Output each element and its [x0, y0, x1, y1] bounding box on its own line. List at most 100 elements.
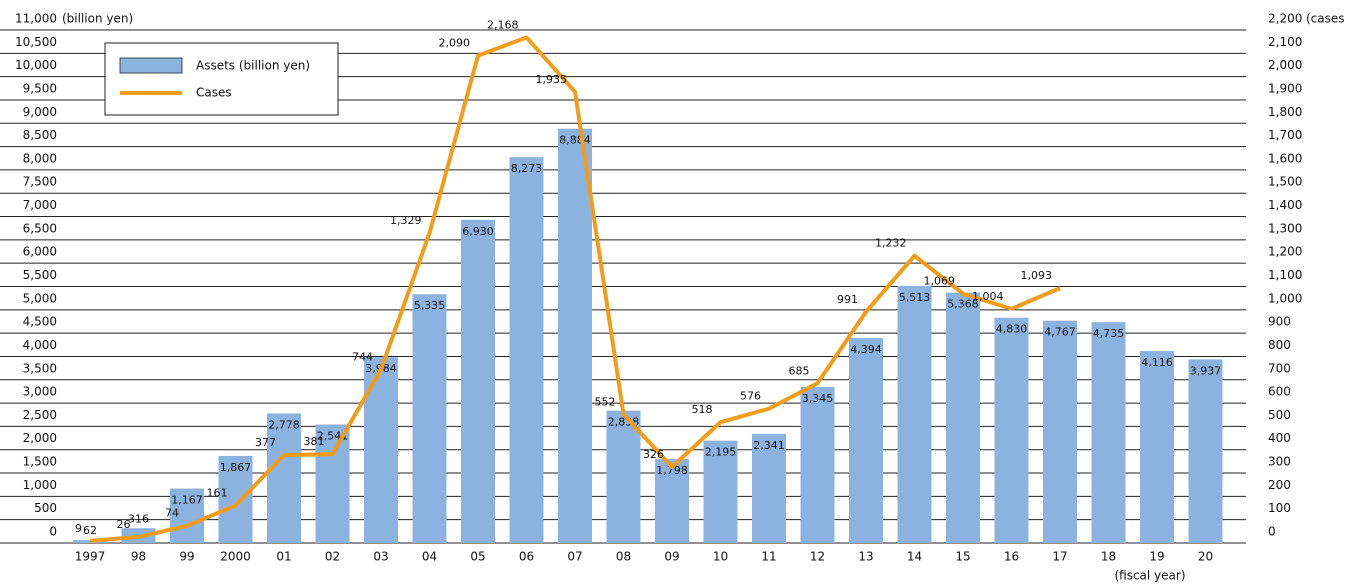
y2-tick-label: 800 [1268, 338, 1291, 352]
legend: Assets (billion yen) Cases [104, 42, 339, 116]
y-axis-label: (billion yen) [62, 12, 133, 26]
x-tick-label: 13 [858, 550, 873, 564]
bar [1188, 359, 1223, 543]
x-tick-label: 12 [810, 550, 825, 564]
y2-tick-label: 0 [1268, 525, 1276, 539]
bar-value-label: 1,867 [220, 461, 252, 474]
bar [849, 338, 883, 543]
bar [655, 459, 689, 543]
x-tick-label: 2000 [220, 550, 251, 564]
bar [946, 292, 980, 543]
line-value-label: 518 [692, 403, 713, 416]
x-tick-label: 14 [907, 550, 922, 564]
x-tick-label: 10 [713, 550, 728, 564]
line-value-label: 1,935 [536, 73, 568, 86]
bar [315, 424, 350, 543]
bar [73, 540, 107, 543]
bar-value-label: 2,341 [753, 439, 785, 452]
y-tick-label: 6,000 [23, 245, 57, 259]
line-value-label: 9 [75, 522, 82, 535]
y2-tick-label: 2,000 [1268, 58, 1302, 72]
y2-tick-label: 1,100 [1268, 268, 1302, 282]
y-tick-label: 4,500 [23, 315, 57, 329]
y-tick-label: 10,500 [15, 35, 57, 49]
y2-axis-label: (cases) [1306, 12, 1345, 26]
y-tick-label: 1,500 [23, 455, 57, 469]
line-value-label: 326 [643, 448, 664, 461]
bar-value-label: 316 [128, 512, 149, 525]
line-value-label: 74 [165, 507, 179, 520]
x-axis-label: (fiscal year) [1114, 569, 1185, 583]
line-value-label: 381 [304, 435, 325, 448]
y2-tick-label: 700 [1268, 361, 1291, 375]
x-tick-label: 98 [131, 550, 146, 564]
y-tick-label: 6,500 [23, 221, 57, 235]
y2-tick-label: 200 [1268, 478, 1291, 492]
legend-label: Assets (billion yen) [196, 59, 310, 73]
y-tick-label: 2,000 [23, 431, 57, 445]
bar-value-label: 5,513 [899, 291, 931, 304]
legend-box [104, 42, 339, 116]
line-value-label: 744 [352, 351, 373, 364]
y2-tick-label: 1,800 [1268, 105, 1302, 119]
line-value-label: 1,329 [390, 214, 422, 227]
line-value-label: 377 [255, 436, 276, 449]
x-tick-label: 01 [276, 550, 291, 564]
y-tick-label: 7,500 [23, 175, 57, 189]
y2-tick-label: 900 [1268, 315, 1291, 329]
x-tick-label: 09 [664, 550, 679, 564]
bar-value-label: 4,394 [850, 343, 882, 356]
bar-value-label: 5,335 [414, 299, 446, 312]
x-tick-label: 07 [567, 550, 582, 564]
y2-tick-label: 2,200 [1268, 12, 1302, 26]
x-tick-label: 17 [1052, 550, 1067, 564]
y2-tick-label: 1,200 [1268, 245, 1302, 259]
bar [170, 488, 204, 543]
y-tick-label: 1,000 [23, 478, 57, 492]
bar-value-label: 1,798 [656, 464, 688, 477]
bar [1091, 322, 1126, 543]
y2-tick-label: 1,300 [1268, 221, 1302, 235]
x-tick-label: 19 [1149, 550, 1164, 564]
line-value-label: 161 [207, 486, 228, 499]
legend-swatch [119, 57, 183, 74]
x-tick-label: 03 [373, 550, 388, 564]
y2-tick-label: 1,000 [1268, 291, 1302, 305]
y-tick-label: 9,000 [23, 105, 57, 119]
bar [897, 285, 932, 543]
line-value-label: 1,093 [1021, 269, 1053, 282]
y2-tick-label: 600 [1268, 385, 1291, 399]
bar-value-label: 8,273 [511, 162, 543, 175]
line-value-label: 26 [117, 518, 131, 531]
line-value-label: 991 [837, 293, 858, 306]
line-value-label: 1,004 [972, 290, 1004, 303]
bar-value-label: 4,767 [1044, 326, 1076, 339]
line [89, 35, 1061, 543]
bar-value-label: 1,167 [171, 494, 203, 507]
x-tick-label: 02 [325, 550, 340, 564]
y-tick-label: 11,000 [15, 12, 57, 26]
y-tick-label: 8,000 [23, 151, 57, 165]
legend-label: Cases [196, 86, 232, 100]
bar-value-label: 2,195 [705, 446, 737, 459]
bar [606, 410, 641, 543]
y2-tick-label: 400 [1268, 431, 1291, 445]
x-tick-label: 04 [422, 550, 437, 564]
y2-tick-label: 2,100 [1268, 35, 1302, 49]
x-tick-label: 15 [955, 550, 970, 564]
y-tick-label: 5,000 [23, 291, 57, 305]
line-value-label: 1,232 [875, 237, 907, 250]
y-tick-label: 8,500 [23, 128, 57, 142]
bar-value-label: 3,345 [802, 392, 834, 405]
bar-value-label: 4,116 [1141, 356, 1173, 369]
line-value-label: 2,090 [439, 37, 471, 50]
bar [364, 357, 398, 543]
y-tick-label: 2,500 [23, 408, 57, 422]
bar [412, 294, 447, 543]
bar [509, 157, 544, 543]
x-tick-label: 08 [616, 550, 631, 564]
y-tick-label: 3,500 [23, 361, 57, 375]
bar [1140, 351, 1174, 543]
bar-value-label: 3,937 [1190, 364, 1222, 377]
bar-value-label: 8,884 [559, 134, 591, 147]
